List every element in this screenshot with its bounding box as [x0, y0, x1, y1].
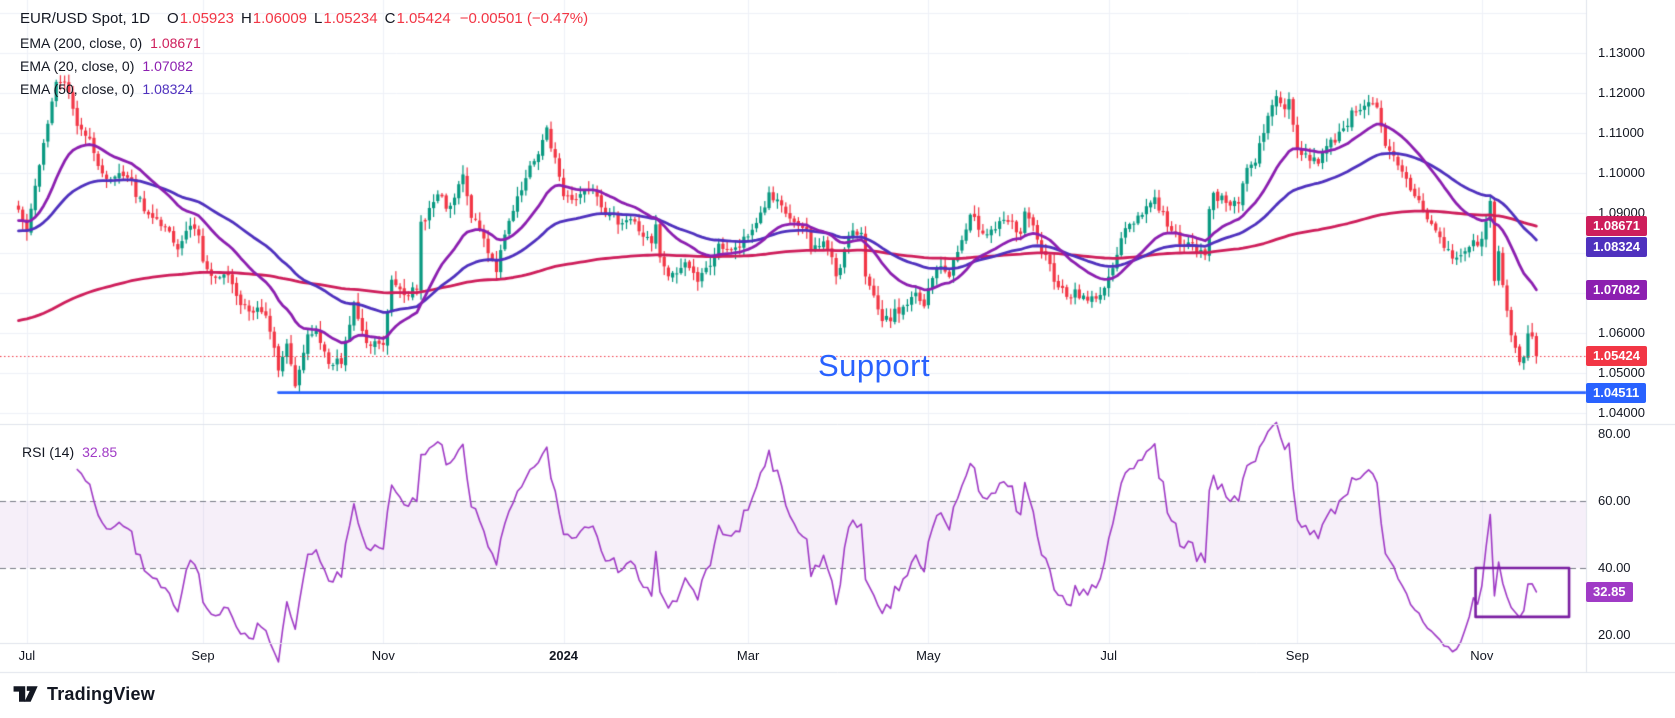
rsi-axis-label: 40.00	[1598, 560, 1631, 575]
close-value: 1.05424	[396, 10, 451, 27]
open-label: O	[167, 10, 179, 27]
time-axis-label-may: May	[916, 648, 941, 663]
time-axis-label-jul: Jul	[18, 648, 36, 663]
price-badge-ema-50: 1.08324	[1586, 237, 1647, 258]
tradingview-logo[interactable]: TradingView	[12, 682, 155, 706]
price-badge-last-price: 1.05424	[1586, 346, 1647, 367]
high-label: H	[240, 10, 252, 27]
time-axis-label-nov: Nov	[1470, 648, 1494, 663]
price-axis-label: 1.13000	[1598, 45, 1645, 60]
price-axis-label: 1.04000	[1598, 405, 1645, 420]
price-change: −0.00501 (−0.47%)	[459, 10, 589, 27]
price-axis-label: 1.11000	[1598, 125, 1645, 140]
indicator-row-ema50[interactable]: EMA (50, close, 0) 1.08324	[20, 81, 588, 104]
time-axis-label-sep: Sep	[191, 648, 215, 663]
time-axis-label-mar: Mar	[736, 648, 760, 663]
high-value: 1.06009	[252, 10, 308, 27]
rsi-legend-row[interactable]: RSI (14) 32.85	[22, 444, 117, 460]
time-axis[interactable]: Jul Sep Nov 2024 Mar May Jul Sep Nov	[0, 643, 1675, 672]
rsi-badge-rsi-value: 32.85	[1586, 581, 1633, 602]
low-label: L	[314, 10, 323, 27]
rsi-label: RSI (14)	[22, 444, 75, 460]
indicator-row-ema200[interactable]: EMA (200, close, 0) 1.08671	[20, 35, 588, 58]
ema20-value: 1.07082	[142, 58, 193, 74]
low-value: 1.05234	[323, 10, 378, 27]
rsi-axis-label: 60.00	[1598, 493, 1631, 508]
rsi-axis-label: 80.00	[1598, 426, 1631, 441]
price-axis-label: 1.12000	[1598, 85, 1645, 100]
open-value: 1.05923	[179, 10, 234, 27]
ema200-value: 1.08671	[150, 35, 201, 51]
ema200-label: EMA (200, close, 0)	[20, 35, 143, 51]
chart-legend: EUR/USD Spot, 1D O 1.05923 H 1.06009 L 1…	[20, 10, 588, 104]
price-axis-label: 1.06000	[1598, 325, 1645, 340]
indicator-row-ema20[interactable]: EMA (20, close, 0) 1.07082	[20, 58, 588, 81]
time-axis-label-jul: Jul	[1100, 648, 1117, 663]
price-axis-label: 1.05000	[1598, 365, 1645, 380]
time-axis-label-2024: 2024	[549, 648, 579, 663]
rsi-value-text: 32.85	[82, 444, 118, 460]
price-axis[interactable]: 1.130001.120001.110001.100001.090001.080…	[1586, 0, 1675, 643]
ema50-label: EMA (50, close, 0)	[20, 81, 135, 97]
support-annotation-label[interactable]: Support	[818, 348, 931, 383]
symbol-legend-row[interactable]: EUR/USD Spot, 1D O 1.05923 H 1.06009 L 1…	[20, 10, 588, 35]
ema50-value: 1.08324	[142, 81, 193, 97]
close-label: C	[384, 10, 396, 27]
price-axis-label: 1.10000	[1598, 165, 1645, 180]
rsi-axis-label: 20.00	[1598, 627, 1631, 642]
price-badge-support-level: 1.04511	[1586, 382, 1647, 403]
ema20-label: EMA (20, close, 0)	[20, 58, 135, 74]
price-badge-ema-200: 1.08671	[1586, 216, 1647, 237]
price-badge-ema-20: 1.07082	[1586, 279, 1647, 300]
time-axis-label-sep: Sep	[1285, 648, 1309, 663]
symbol-title: EUR/USD Spot, 1D	[20, 10, 151, 27]
tradingview-logo-text: TradingView	[47, 683, 155, 704]
time-axis-label-nov: Nov	[371, 648, 395, 663]
tradingview-logo-icon	[12, 682, 40, 706]
